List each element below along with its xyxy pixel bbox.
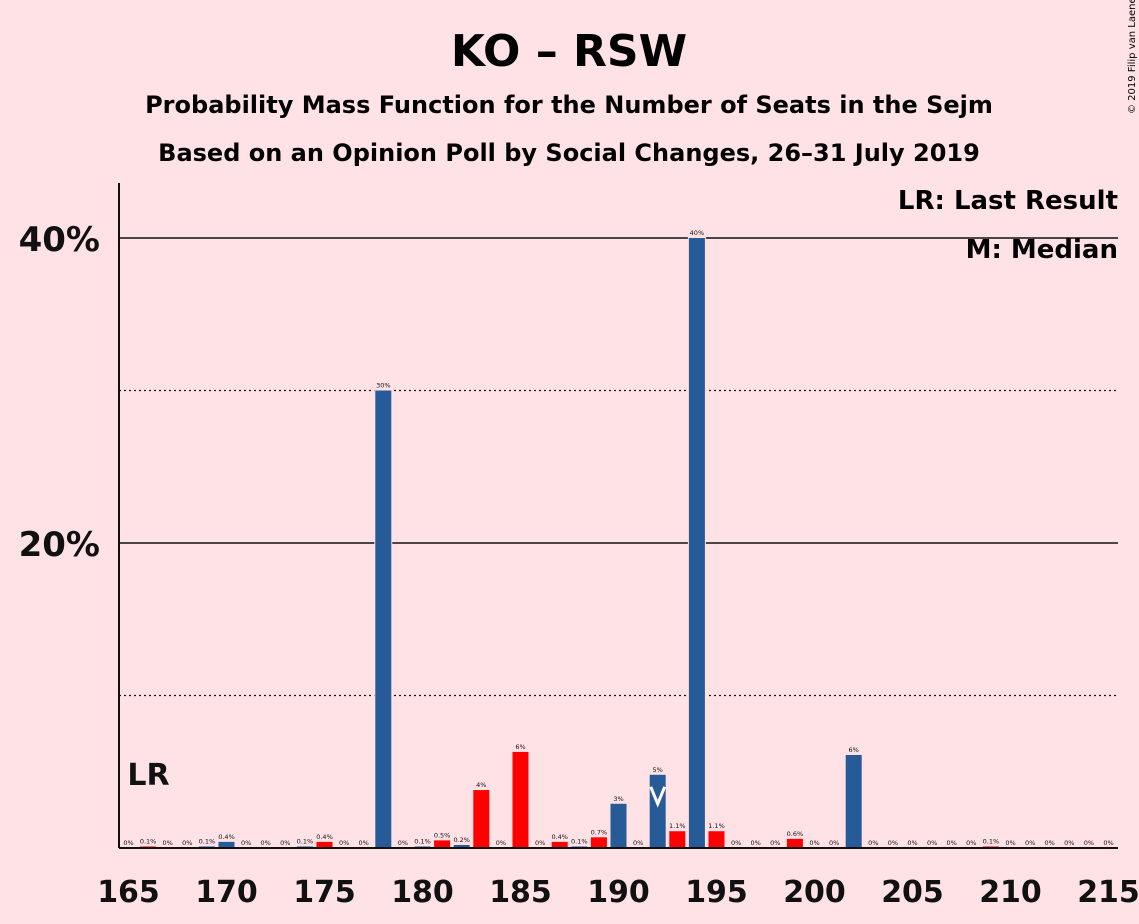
- x-tick-205: 205: [881, 875, 944, 910]
- bar-seat-181: [434, 840, 451, 848]
- bar-label-194: 40%: [690, 229, 704, 237]
- bar-label-207: 0%: [947, 839, 957, 847]
- bar-seat-170: [218, 841, 235, 848]
- bar-label-181: 0.5%: [434, 831, 451, 839]
- bar-label-180: 0.1%: [414, 837, 431, 845]
- bar-label-179: 0%: [398, 839, 408, 847]
- chart-subtitle: Probability Mass Function for the Number…: [145, 91, 993, 119]
- bar-label-188: 0.1%: [571, 837, 588, 845]
- bar-label-200: 0%: [809, 839, 819, 847]
- bar-seat-189: [590, 837, 607, 848]
- bar-label-215: 0%: [1103, 839, 1113, 847]
- bar-label-208: 0%: [966, 839, 976, 847]
- bar-label-187: 0.4%: [551, 833, 568, 841]
- bar-seat-195: [708, 831, 725, 848]
- x-tick-labels: 165 170 175 180 185 190 195 200 205 210 215: [97, 875, 1139, 910]
- bar-seat-178: [375, 390, 392, 848]
- bar-label-205: 0%: [907, 839, 917, 847]
- last-result-marker: LR: [127, 758, 169, 793]
- bar-label-204: 0%: [888, 839, 898, 847]
- bar-seat-187: [551, 841, 568, 848]
- bar-seat-182: [453, 844, 470, 848]
- bar-seat-192: [649, 774, 666, 848]
- bar-label-206: 0%: [927, 839, 937, 847]
- median-marker: [649, 786, 667, 808]
- bar-label-172: 0%: [261, 839, 271, 847]
- bar-label-203: 0%: [868, 839, 878, 847]
- bar-label-199: 0.6%: [787, 830, 804, 838]
- y-tick-40: 40%: [19, 220, 100, 260]
- bar-label-169: 0.1%: [199, 837, 216, 845]
- y-tick-20: 20%: [19, 525, 100, 565]
- bar-label-168: 0%: [182, 839, 192, 847]
- bar-label-201: 0%: [829, 839, 839, 847]
- bar-label-183: 4%: [476, 781, 486, 789]
- bar-seat-183: [473, 790, 490, 848]
- x-tick-165: 165: [97, 875, 160, 910]
- bar-label-176: 0%: [339, 839, 349, 847]
- bar-label-167: 0%: [163, 839, 173, 847]
- bar-label-209: 0.1%: [983, 837, 1000, 845]
- bar-label-186: 0%: [535, 839, 545, 847]
- bar-label-171: 0%: [241, 839, 251, 847]
- bar-label-190: 3%: [613, 795, 623, 803]
- bar-seat-190: [610, 803, 627, 848]
- bar-label-170: 0.4%: [218, 833, 235, 841]
- bar-label-189: 0.7%: [591, 828, 608, 836]
- bar-label-192: 5%: [653, 766, 663, 774]
- bar-labels: 0% 0.1% 0% 0% 0.1%0.4%0% 0% 0% 0.1%0.4%0% 0%30%0…: [123, 229, 1113, 847]
- bar-label-173: 0%: [280, 839, 290, 847]
- chart-subtitle-source: Based on an Opinion Poll by Social Chang…: [158, 139, 980, 167]
- gridlines: [119, 237, 1118, 697]
- bar-label-177: 0%: [359, 839, 369, 847]
- legend-median: M: Median: [966, 235, 1118, 265]
- bar-seat-193: [669, 831, 686, 848]
- bars: [139, 237, 1000, 848]
- copyright-notice: © 2019 Filip van Laenen: [1127, 0, 1138, 114]
- x-tick-210: 210: [979, 875, 1042, 910]
- x-tick-185: 185: [489, 875, 552, 910]
- x-tick-215: 215: [1077, 875, 1139, 910]
- bar-label-195: 1.1%: [708, 822, 725, 830]
- bar-label-166: 0.1%: [140, 837, 157, 845]
- bar-label-213: 0%: [1064, 839, 1074, 847]
- bar-seat-175: [316, 841, 333, 848]
- markers: LR: [127, 758, 667, 808]
- bar-label-211: 0%: [1025, 839, 1035, 847]
- bar-label-196: 0%: [731, 839, 741, 847]
- x-tick-195: 195: [685, 875, 748, 910]
- bar-seat-199: [786, 838, 803, 848]
- bar-seat-202: [845, 754, 862, 848]
- bar-label-185: 6%: [515, 743, 525, 751]
- bar-label-174: 0.1%: [297, 837, 314, 845]
- x-tick-180: 180: [391, 875, 454, 910]
- bar-seat-185: [512, 751, 529, 848]
- x-tick-170: 170: [195, 875, 258, 910]
- bar-label-197: 0%: [751, 839, 761, 847]
- bar-label-165: 0%: [123, 839, 133, 847]
- bar-label-202: 6%: [849, 746, 859, 754]
- bar-label-191: 0%: [633, 839, 643, 847]
- bar-label-182: 0.2%: [453, 836, 470, 844]
- bar-label-210: 0%: [1005, 839, 1015, 847]
- x-tick-190: 190: [587, 875, 650, 910]
- bar-label-193: 1.1%: [669, 822, 686, 830]
- x-tick-175: 175: [293, 875, 356, 910]
- legend-last-result: LR: Last Result: [898, 186, 1118, 216]
- y-tick-labels: 20% 40%: [19, 220, 100, 565]
- bar-label-178: 30%: [376, 382, 390, 390]
- x-tick-200: 200: [783, 875, 846, 910]
- chart-title: KO – RSW: [451, 26, 687, 77]
- bar-label-175: 0.4%: [316, 833, 333, 841]
- bar-label-214: 0%: [1084, 839, 1094, 847]
- bar-label-198: 0%: [770, 839, 780, 847]
- bar-label-212: 0%: [1045, 839, 1055, 847]
- bar-seat-194: [688, 238, 705, 848]
- bar-label-184: 0%: [496, 839, 506, 847]
